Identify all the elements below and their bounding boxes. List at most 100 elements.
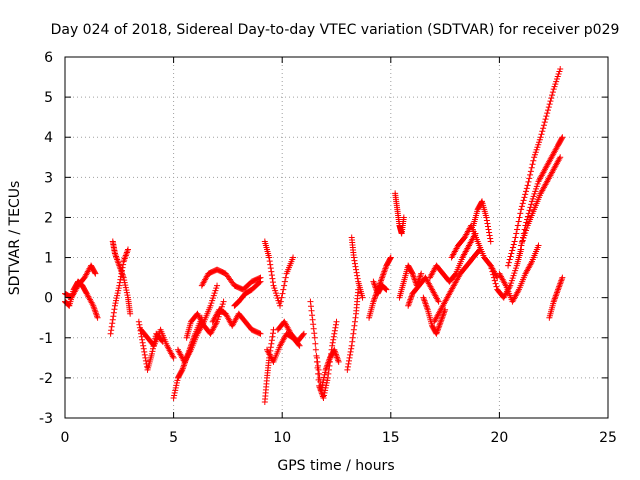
data-point bbox=[556, 68, 563, 75]
data-point bbox=[136, 321, 143, 328]
data-point bbox=[122, 282, 129, 289]
data-point bbox=[300, 330, 307, 337]
data-point bbox=[323, 382, 330, 389]
data-point bbox=[256, 279, 263, 286]
data-point bbox=[542, 116, 549, 123]
tick-labels: 0 5 10 15 20 25 -3 -2 -1 0 1 2 3 4 5 6 bbox=[39, 50, 617, 446]
data-point bbox=[540, 125, 547, 132]
data-point bbox=[548, 95, 555, 102]
series-arc-p bbox=[274, 318, 307, 345]
data-point bbox=[518, 240, 525, 247]
y-tick-label: 6 bbox=[44, 50, 53, 66]
data-point bbox=[527, 168, 534, 175]
data-point bbox=[492, 280, 499, 287]
data-point bbox=[281, 278, 288, 285]
y-tick-label: 2 bbox=[44, 210, 53, 226]
data-point bbox=[141, 351, 148, 358]
data-point bbox=[333, 318, 340, 325]
data-point bbox=[559, 274, 566, 281]
series-arc-y bbox=[405, 274, 442, 309]
data-point bbox=[279, 290, 286, 297]
data-point bbox=[350, 254, 357, 261]
data-point bbox=[331, 327, 338, 334]
data-point bbox=[170, 394, 177, 401]
data-point bbox=[547, 98, 554, 105]
data-point bbox=[83, 289, 90, 296]
data-point bbox=[518, 206, 525, 213]
data-point bbox=[296, 342, 303, 349]
data-point bbox=[92, 270, 99, 277]
data-point bbox=[320, 376, 327, 383]
data-point bbox=[557, 66, 564, 73]
y-tick-label: 0 bbox=[44, 291, 53, 307]
data-point bbox=[329, 342, 336, 349]
data-point bbox=[519, 237, 526, 244]
data-point bbox=[350, 330, 357, 337]
series-arc-ad bbox=[470, 198, 494, 245]
data-point bbox=[322, 369, 329, 376]
data-point bbox=[269, 275, 276, 282]
data-point bbox=[207, 302, 214, 309]
data-point bbox=[112, 300, 119, 307]
data-point bbox=[529, 161, 536, 168]
data-point bbox=[116, 282, 123, 289]
data-point bbox=[535, 242, 542, 249]
data-point bbox=[400, 214, 407, 221]
data-point bbox=[272, 287, 279, 294]
data-point bbox=[124, 292, 131, 299]
data-point bbox=[171, 389, 178, 396]
data-point bbox=[267, 344, 274, 351]
data-point bbox=[344, 363, 351, 370]
data-point bbox=[124, 246, 131, 253]
data-point bbox=[171, 392, 178, 399]
data-point bbox=[493, 283, 500, 290]
data-point bbox=[115, 285, 122, 292]
data-point bbox=[117, 276, 124, 283]
axis-ticks bbox=[64, 56, 609, 419]
data-point bbox=[546, 101, 553, 108]
data-point bbox=[515, 218, 522, 225]
data-point bbox=[516, 214, 523, 221]
data-point bbox=[208, 300, 215, 307]
data-point bbox=[347, 351, 354, 358]
data-point bbox=[350, 326, 357, 333]
data-point bbox=[531, 154, 538, 161]
data-point bbox=[307, 298, 314, 305]
data-point bbox=[522, 191, 529, 198]
data-point bbox=[269, 330, 276, 337]
data-point bbox=[257, 278, 264, 285]
data-point bbox=[211, 290, 218, 297]
data-point bbox=[323, 379, 330, 386]
data-point bbox=[531, 190, 538, 197]
data-point bbox=[345, 360, 352, 367]
series-arc-w bbox=[392, 190, 407, 237]
data-point bbox=[452, 271, 459, 278]
data-point bbox=[518, 203, 525, 210]
data-point bbox=[325, 370, 332, 377]
data-point bbox=[174, 377, 181, 384]
data-point bbox=[127, 310, 134, 317]
data-point bbox=[511, 270, 518, 277]
series-arc-ab bbox=[431, 246, 483, 325]
data-point bbox=[307, 303, 314, 310]
series-arc-e bbox=[135, 318, 166, 373]
data-point bbox=[121, 277, 128, 284]
data-point bbox=[543, 113, 550, 120]
data-point bbox=[257, 330, 264, 337]
data-point bbox=[484, 223, 491, 230]
data-point bbox=[321, 389, 328, 396]
data-point bbox=[120, 274, 127, 281]
data-point bbox=[483, 214, 490, 221]
data-point bbox=[518, 242, 525, 249]
data-point bbox=[510, 241, 517, 248]
data-point bbox=[290, 254, 297, 261]
series-arc-i bbox=[174, 282, 221, 365]
data-point bbox=[507, 253, 514, 260]
x-tick-label: 10 bbox=[273, 430, 291, 446]
data-point bbox=[513, 230, 520, 237]
data-point bbox=[530, 157, 537, 164]
data-point bbox=[512, 265, 519, 272]
data-point bbox=[552, 81, 559, 88]
data-point bbox=[533, 146, 540, 153]
